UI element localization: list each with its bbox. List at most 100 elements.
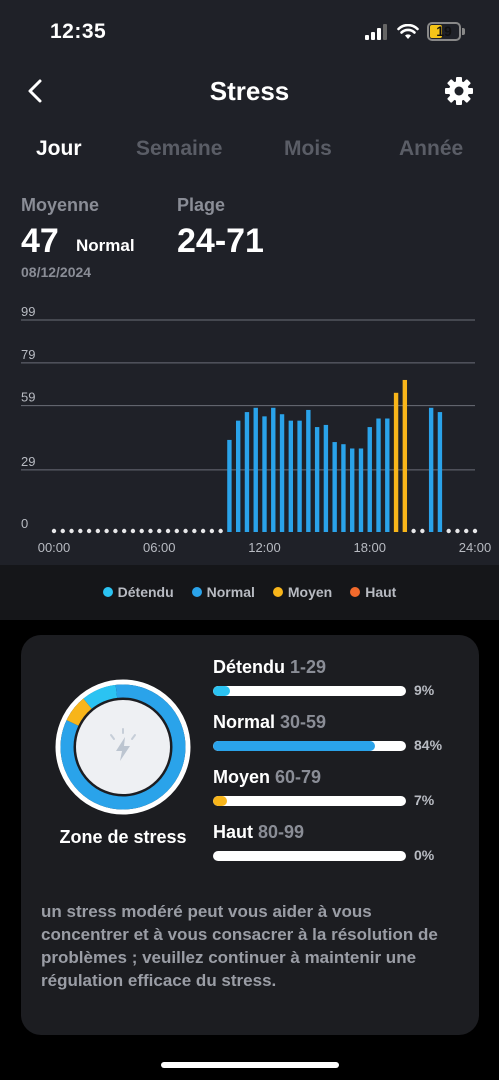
baseline-dot [200,528,206,534]
baseline-dot [446,528,451,534]
zone-row-percent: 9% [414,682,435,698]
zone-row-range: 80-99 [258,822,305,842]
battery-level: 19 [436,23,452,39]
legend-dot [350,587,361,597]
zone-row-range: 30-59 [280,712,327,732]
legend-dot [102,587,113,597]
zone-row: Normal 30-59 84% [213,712,453,767]
chart-bar [332,442,337,532]
chart-bar [350,448,355,532]
chart-bar [393,392,399,532]
baseline-dot [183,528,188,534]
baseline-dot [121,528,127,534]
baseline-dot [95,528,101,534]
baseline-dot [157,528,162,534]
zone-progress-bar [213,741,406,751]
zone-rows: Détendu 1-29 9% Normal 30-59 84% Moyen 60-79… [213,657,453,877]
average-label: Moyenne [21,195,100,215]
gear-icon[interactable] [444,76,474,106]
donut-outer-ring [55,679,191,815]
range-label: Plage [177,195,226,215]
chart-bar [341,444,346,532]
legend-band [0,565,499,620]
zone-row-percent: 84% [414,737,443,753]
baseline-dot [69,528,74,534]
tab-annee[interactable]: Année [399,137,464,160]
chart-bar [402,379,408,532]
y-tick-label: 99 [21,304,35,319]
tab-jour[interactable]: Jour [36,137,82,160]
baseline-dot [472,528,478,534]
chart-bar [376,418,381,532]
baseline-dot [165,528,171,534]
chart-bar [262,416,267,532]
baseline-dot [60,528,65,534]
zone-row-name: Détendu [213,657,285,677]
legend-dot [272,587,283,597]
home-indicator[interactable] [161,1062,339,1068]
zone-progress-bar [213,796,406,806]
x-tick-label: 12:00 [248,540,281,555]
chart-legend: Détendu Normal Moyen Haut [0,584,499,600]
bolt-icon [110,728,136,761]
baseline-dot [174,528,179,534]
baseline-dot [464,528,469,534]
baseline-dot [209,528,215,534]
chart-bar [279,414,285,532]
zone-row-percent: 7% [414,792,435,808]
y-tick-label: 0 [21,516,28,531]
stress-zone-donut [55,679,191,815]
baseline-dot [218,528,223,534]
stress-zone-card: Zone de stress Détendu 1-29 9% Normal 30-5… [21,635,479,1035]
zone-progress-bar [213,851,406,861]
battery-icon: 19 [427,22,465,41]
baseline-dot [148,528,153,534]
stress-bar-chart: 99 79 59 29 0 00:00 06:00 12:00 18:00 24:00 [21,304,491,555]
legend-item: Haut [350,584,396,600]
chart-bar [323,424,329,532]
top-panel [0,0,499,565]
chart-bar [271,407,276,532]
x-tick-label: 00:00 [38,540,71,555]
zone-progress-fill [213,796,227,806]
legend-item: Moyen [272,584,333,600]
baseline-dot [139,528,144,534]
chart-bar [288,420,294,532]
zone-row-title: Moyen 60-79 [213,767,453,788]
legend-label: Moyen [287,584,333,600]
zone-row: Haut 80-99 0% [213,822,453,877]
status-icons: 19 [365,22,465,41]
y-tick-label: 79 [21,347,35,362]
x-tick-label: 06:00 [143,540,176,555]
y-tick-label: 29 [21,454,35,469]
chart-bar [306,409,311,532]
chart-bar [235,420,241,532]
legend-item: Détendu [102,584,174,600]
zone-progress-bar [213,686,406,696]
baseline-dot [51,528,57,534]
x-tick-label: 18:00 [353,540,386,555]
back-chevron-icon[interactable] [22,76,52,106]
chart-bar [244,412,250,532]
average-level: Normal [76,236,135,255]
tab-mois[interactable]: Mois [284,137,332,160]
chart-bar [314,427,320,532]
zone-progress-fill [213,741,376,751]
zone-row-title: Normal 30-59 [213,712,453,733]
status-time: 12:35 [50,20,107,43]
wifi-icon [397,23,419,39]
legend-label: Haut [365,584,397,600]
zone-row-name: Moyen [213,767,271,787]
chart-bar [437,412,443,532]
signal-icon [365,23,387,40]
y-tick-label: 59 [21,390,35,405]
zone-progress-fill [213,686,231,696]
baseline-dot [78,528,83,534]
zone-row-title: Haut 80-99 [213,822,453,843]
chart-bar [297,420,302,532]
date-label: 08/12/2024 [21,264,92,280]
zone-row-percent: 0% [414,847,435,863]
chart-bar [428,407,434,532]
tab-semaine[interactable]: Semaine [136,137,223,160]
baseline-dot [130,528,136,534]
